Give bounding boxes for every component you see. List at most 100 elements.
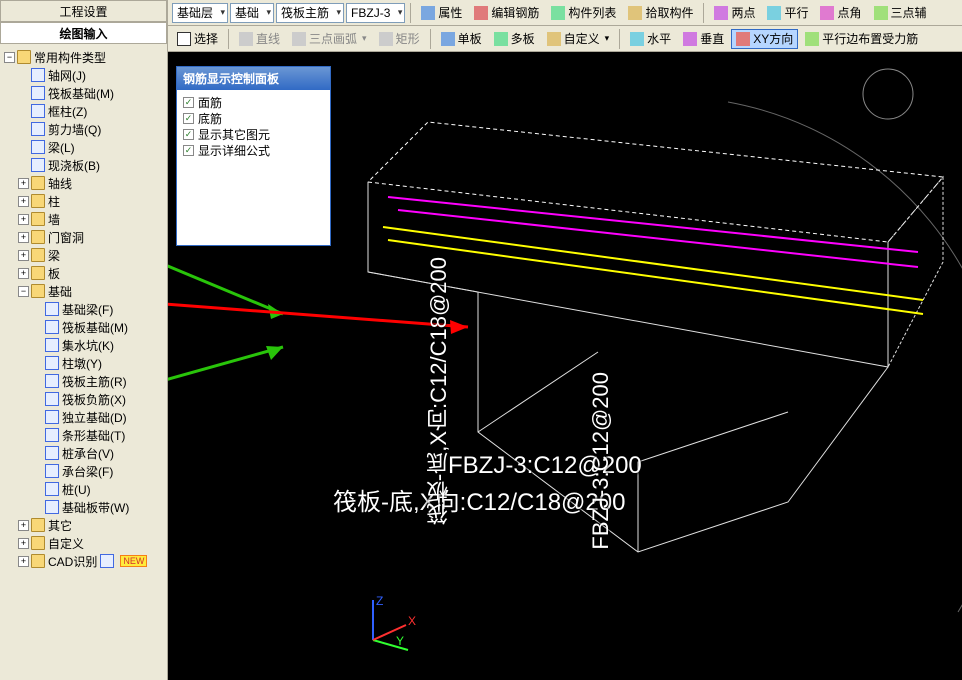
btn-single-board[interactable]: 单板	[436, 29, 487, 49]
new-badge: NEW	[120, 555, 147, 567]
rebar-control-panel[interactable]: 钢筋显示控制面板 ✓面筋 ✓底筋 ✓显示其它图元 ✓显示详细公式	[176, 66, 331, 246]
expander-icon[interactable]: −	[4, 52, 15, 63]
tree-item[interactable]: 梁(L)	[2, 138, 165, 156]
tree-item[interactable]: +其它	[2, 516, 165, 534]
axis-x-label: X	[408, 614, 416, 628]
dropdown-category[interactable]: 基础	[230, 3, 274, 23]
btn-component-list[interactable]: 构件列表	[546, 3, 621, 23]
tree-item[interactable]: 集水坑(K)	[2, 336, 165, 354]
separator	[430, 29, 431, 49]
expander-icon[interactable]: +	[18, 178, 29, 189]
tree-item[interactable]: 框柱(Z)	[2, 102, 165, 120]
tree-item[interactable]: +轴线	[2, 174, 165, 192]
tree-item[interactable]: 基础梁(F)	[2, 300, 165, 318]
checkbox-icon[interactable]: ✓	[183, 145, 194, 156]
folder-icon	[31, 248, 45, 262]
tree-item[interactable]: 条形基础(T)	[2, 426, 165, 444]
tree-item[interactable]: +门窗洞	[2, 228, 165, 246]
btn-vertical[interactable]: 垂直	[678, 29, 729, 49]
expander-icon	[32, 430, 43, 441]
btn-parallel[interactable]: 平行	[762, 3, 813, 23]
tree-label: 集水坑(K)	[62, 337, 114, 354]
chk-bottom-rebar[interactable]: ✓底筋	[183, 110, 324, 126]
expander-icon[interactable]: +	[18, 538, 29, 549]
tab-draw-input[interactable]: 绘图输入	[0, 22, 167, 44]
left-tabs: 工程设置 绘图输入	[0, 0, 167, 44]
tree-label: 筏板负筋(X)	[62, 391, 126, 408]
tree-label: 板	[48, 265, 60, 282]
btn-point-angle[interactable]: 点角	[815, 3, 866, 23]
folder-icon	[31, 212, 45, 226]
tree-item[interactable]: +墙	[2, 210, 165, 228]
dropdown-component[interactable]: 筏板主筋	[276, 3, 344, 23]
dropdown-instance[interactable]: FBZJ-3	[346, 3, 405, 23]
checkbox-icon[interactable]: ✓	[183, 113, 194, 124]
expander-icon[interactable]: +	[18, 268, 29, 279]
component-icon	[45, 500, 59, 514]
tree-label: 桩(U)	[62, 481, 91, 498]
btn-line[interactable]: 直线	[234, 29, 285, 49]
btn-custom[interactable]: 自定义▾	[542, 29, 615, 49]
tree-item[interactable]: +板	[2, 264, 165, 282]
tree-item[interactable]: 筏板基础(M)	[2, 318, 165, 336]
tree-item[interactable]: 筏板负筋(X)	[2, 390, 165, 408]
btn-edit-rebar[interactable]: 编辑钢筋	[469, 3, 544, 23]
btn-xy-direction[interactable]: XY方向	[731, 29, 798, 49]
tree-root[interactable]: − 常用构件类型	[2, 48, 165, 66]
tree-item[interactable]: 现浇板(B)	[2, 156, 165, 174]
btn-arc[interactable]: 三点画弧▾	[287, 29, 372, 49]
tree-item[interactable]: 承台梁(F)	[2, 462, 165, 480]
tree-label: CAD识别	[48, 553, 97, 570]
tree-item[interactable]: 基础板带(W)	[2, 498, 165, 516]
btn-horizontal[interactable]: 水平	[625, 29, 676, 49]
chk-surface-rebar[interactable]: ✓面筋	[183, 94, 324, 110]
chk-show-formula[interactable]: ✓显示详细公式	[183, 142, 324, 158]
checkbox-icon[interactable]: ✓	[183, 129, 194, 140]
tree-label: 筏板基础(M)	[62, 319, 128, 336]
expander-icon[interactable]: +	[18, 232, 29, 243]
horizontal-icon	[630, 32, 644, 46]
separator	[410, 3, 411, 23]
btn-edge-rebar[interactable]: 平行边布置受力筋	[800, 29, 923, 49]
tree-category-jichu[interactable]: − 基础	[2, 282, 165, 300]
parallel-icon	[767, 6, 781, 20]
component-icon	[45, 320, 59, 334]
tree-item[interactable]: 剪力墙(Q)	[2, 120, 165, 138]
toolbar-top: 基础层 基础 筏板主筋 FBZJ-3 属性 编辑钢筋 构件列表 拾取构件 两点 …	[168, 0, 962, 26]
btn-pick-component[interactable]: 拾取构件	[623, 3, 698, 23]
tree-item[interactable]: +自定义	[2, 534, 165, 552]
edit-rebar-icon	[474, 6, 488, 20]
tree-item-cad[interactable]: + CAD识别 NEW	[2, 552, 165, 570]
tree-item[interactable]: 桩承台(V)	[2, 444, 165, 462]
xy-icon	[736, 32, 750, 46]
tree-label: 梁	[48, 247, 60, 264]
expander-icon[interactable]: +	[18, 196, 29, 207]
tree-item[interactable]: +梁	[2, 246, 165, 264]
component-icon	[45, 338, 59, 352]
checkbox-icon[interactable]: ✓	[183, 97, 194, 108]
expander-icon[interactable]: +	[18, 520, 29, 531]
tree-item[interactable]: 轴网(J)	[2, 66, 165, 84]
btn-multi-board[interactable]: 多板	[489, 29, 540, 49]
tree-item[interactable]: +柱	[2, 192, 165, 210]
tab-project-settings[interactable]: 工程设置	[0, 0, 167, 22]
expander-icon[interactable]: +	[18, 214, 29, 225]
expander-icon[interactable]: −	[18, 286, 29, 297]
tree-item[interactable]: 筏板基础(M)	[2, 84, 165, 102]
chk-show-other[interactable]: ✓显示其它图元	[183, 126, 324, 142]
btn-select[interactable]: 选择	[172, 29, 223, 49]
expander-icon[interactable]: +	[18, 250, 29, 261]
expander-icon	[18, 70, 29, 81]
tree-item[interactable]: 桩(U)	[2, 480, 165, 498]
btn-rect[interactable]: 矩形	[374, 29, 425, 49]
btn-properties[interactable]: 属性	[416, 3, 467, 23]
cad-icon	[100, 554, 114, 568]
tree-item[interactable]: 筏板主筋(R)	[2, 372, 165, 390]
expander-icon[interactable]: +	[18, 556, 29, 567]
component-tree[interactable]: − 常用构件类型 轴网(J)筏板基础(M)框柱(Z)剪力墙(Q)梁(L)现浇板(…	[0, 44, 167, 664]
tree-item[interactable]: 独立基础(D)	[2, 408, 165, 426]
btn-two-points[interactable]: 两点	[709, 3, 760, 23]
tree-item[interactable]: 柱墩(Y)	[2, 354, 165, 372]
btn-three-aux[interactable]: 三点辅	[869, 3, 932, 23]
dropdown-floor[interactable]: 基础层	[172, 3, 228, 23]
